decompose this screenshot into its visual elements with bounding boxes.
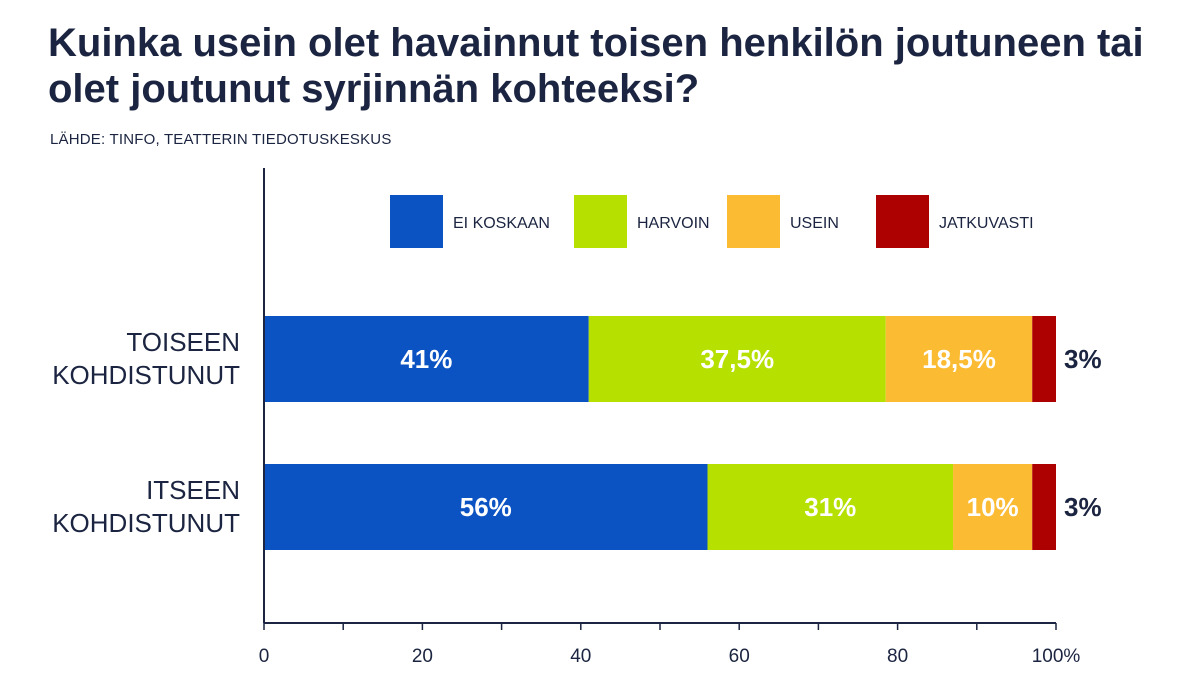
category-label-2-line-2: KOHDISTUNUT <box>52 508 240 538</box>
legend-swatch-1 <box>390 195 443 248</box>
data-label-2-4: 3% <box>1064 492 1102 522</box>
data-label-1-2: 37,5% <box>700 344 774 374</box>
data-label-1-4: 3% <box>1064 344 1102 374</box>
category-label-2-line-1: ITSEEN <box>146 475 240 505</box>
x-tick-label-6: 100% <box>1032 646 1081 667</box>
data-label-1-3: 18,5% <box>922 344 996 374</box>
chart-title: Kuinka usein olet havainnut toisen henki… <box>48 21 1144 111</box>
legend-label-1: EI KOSKAAN <box>453 215 550 232</box>
legend-swatch-4 <box>876 195 929 248</box>
x-tick-label-4: 60 <box>729 646 750 667</box>
bar-2-usein <box>953 464 1033 550</box>
category-label-1-line-2: KOHDISTUNUT <box>52 360 240 390</box>
bar-1-ei-koskaan <box>264 316 589 402</box>
legend: EI KOSKAAN HARVOIN USEIN JATKUVASTI <box>390 195 1034 248</box>
data-label-2-3: 10% <box>967 492 1019 522</box>
legend-label-3: USEIN <box>790 215 839 232</box>
data-label-2-1: 56% <box>460 492 512 522</box>
x-tick-label-3: 40 <box>570 646 591 667</box>
legend-swatch-3 <box>727 195 780 248</box>
category-label-1-line-1: TOISEEN <box>126 327 240 357</box>
x-tick-label-2: 20 <box>412 646 433 667</box>
x-tick-label-1: 0 <box>259 646 270 667</box>
data-label-2-2: 31% <box>804 492 856 522</box>
axes: 0 20 40 60 80 100% <box>259 168 1081 667</box>
bar-2-ei-koskaan <box>264 464 708 550</box>
data-label-1-1: 41% <box>400 344 452 374</box>
bar-1-usein <box>885 316 1033 402</box>
bar-2-jatkuvasti <box>1032 464 1056 550</box>
bar-2-harvoin <box>707 464 954 550</box>
legend-swatch-2 <box>574 195 627 248</box>
x-tick-label-5: 80 <box>887 646 908 667</box>
bar-1-harvoin <box>588 316 886 402</box>
legend-label-2: HARVOIN <box>637 215 710 232</box>
chart-source: LÄHDE: TINFO, TEATTERIN TIEDOTUSKESKUS <box>50 131 392 148</box>
legend-label-4: JATKUVASTI <box>939 215 1034 232</box>
bar-1-jatkuvasti <box>1032 316 1056 402</box>
